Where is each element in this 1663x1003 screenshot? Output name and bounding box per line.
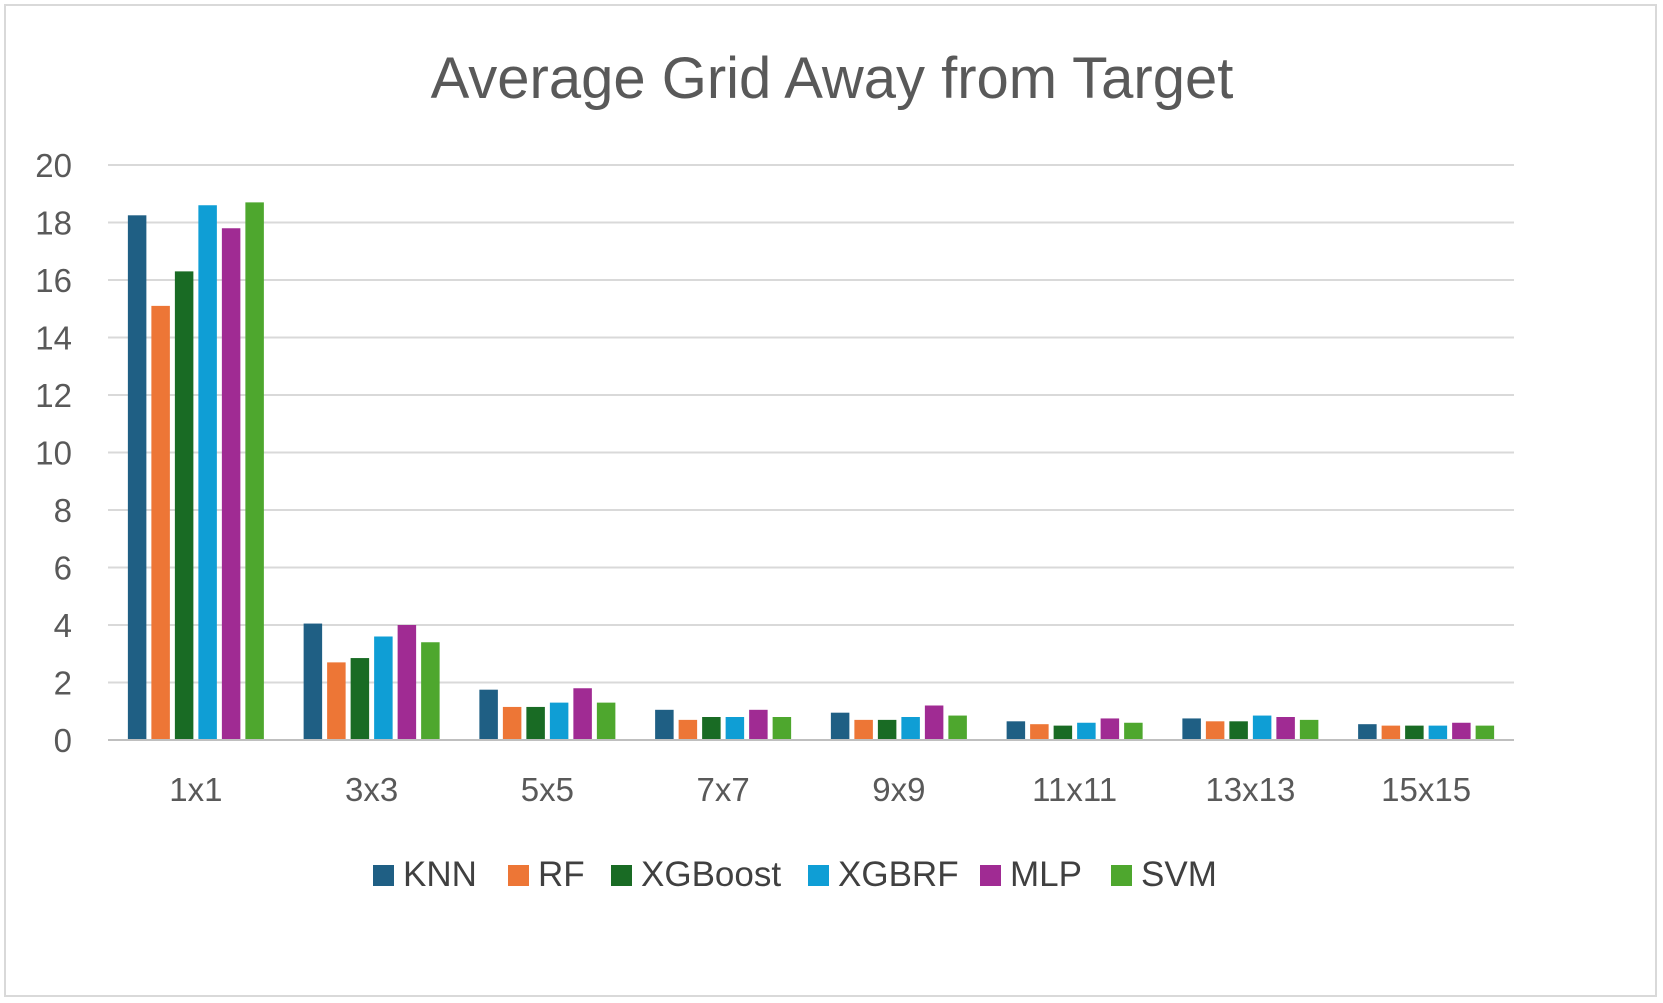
x-axis-ticks: 1x1 3x3 5x5 7x7 9x9 11x11 13x13 15x15 [169,771,1471,808]
bar-knn-15x15 [1358,724,1377,740]
gridlines [108,164,1514,684]
bar-knn-3x3 [303,623,323,740]
bars [127,202,1495,740]
bar-mlp-1x1 [221,228,241,740]
y-tick-label: 12 [35,377,72,414]
legend-label-xgbrf: XGBRF [838,855,959,894]
bar-xgboost-1x1 [174,271,194,740]
bar-xgbrf-3x3 [374,636,393,740]
bar-rf-5x5 [502,706,522,740]
bar-svm-11x11 [1124,722,1143,740]
legend-label-svm: SVM [1141,855,1217,894]
bar-mlp-13x13 [1276,717,1295,740]
y-tick-label: 0 [54,722,72,759]
legend-swatch-xgbrf [808,865,829,886]
y-axis-ticks: 0 2 4 6 8 10 12 14 16 18 20 [35,147,72,759]
x-tick-label: 1x1 [169,771,222,808]
x-tick-label: 9x9 [872,771,925,808]
legend-label-knn: KNN [403,855,477,894]
bar-rf-9x9 [854,719,873,740]
legend-swatch-svm [1111,865,1132,886]
bar-mlp-15x15 [1452,722,1471,740]
bar-knn-11x11 [1006,721,1026,740]
bar-xgbrf-13x13 [1252,715,1272,740]
y-tick-label: 6 [54,550,72,587]
bar-xgbrf-9x9 [901,717,920,740]
bar-rf-11x11 [1030,724,1049,740]
legend-swatch-xgboost [611,865,632,886]
x-tick-label: 7x7 [697,771,750,808]
bar-mlp-7x7 [749,709,768,740]
chart-title: Average Grid Away from Target [431,46,1234,111]
bar-rf-1x1 [151,305,170,740]
bar-xgboost-11x11 [1053,725,1073,740]
x-tick-label: 5x5 [521,771,574,808]
bar-rf-15x15 [1381,725,1401,740]
y-tick-label: 20 [35,147,72,184]
bar-xgboost-13x13 [1229,721,1248,740]
legend-label-rf: RF [538,855,585,894]
y-tick-label: 2 [54,665,72,702]
bar-svm-9x9 [948,715,967,740]
bar-svm-13x13 [1299,719,1319,740]
bar-xgboost-3x3 [350,658,370,740]
bar-xgbrf-5x5 [549,702,569,740]
bar-knn-7x7 [655,709,674,740]
bar-mlp-3x3 [397,625,417,740]
bar-knn-13x13 [1182,718,1201,740]
chart-frame [4,4,1657,997]
bar-knn-9x9 [830,712,850,740]
bar-mlp-11x11 [1100,718,1120,740]
bar-svm-5x5 [596,702,616,740]
y-tick-label: 4 [54,607,72,644]
bar-mlp-5x5 [573,688,592,740]
legend-swatch-rf [508,865,529,886]
bar-xgboost-7x7 [702,717,721,740]
bar-svm-15x15 [1475,725,1495,740]
y-tick-label: 18 [35,205,72,242]
bar-mlp-9x9 [924,705,944,740]
bar-xgboost-5x5 [526,706,545,740]
bar-rf-7x7 [678,719,698,740]
x-tick-label: 3x3 [345,771,398,808]
bar-rf-13x13 [1205,721,1225,740]
x-tick-label: 15x15 [1381,771,1471,808]
bar-xgbrf-1x1 [198,205,217,740]
bar-svm-1x1 [245,202,264,740]
legend-swatch-knn [373,865,394,886]
bar-xgboost-9x9 [877,719,897,740]
bar-svm-3x3 [421,642,440,740]
legend-swatch-mlp [980,865,1001,886]
y-tick-label: 14 [35,320,72,357]
legend-label-mlp: MLP [1010,855,1082,894]
bar-xgbrf-11x11 [1077,722,1096,740]
y-tick-label: 16 [35,262,72,299]
y-tick-label: 10 [35,435,72,472]
bar-xgbrf-7x7 [725,717,745,740]
bar-knn-5x5 [479,689,498,740]
bar-rf-3x3 [327,662,346,740]
y-tick-label: 8 [54,492,72,529]
bar-svm-7x7 [772,717,792,740]
x-tick-label: 11x11 [1032,771,1117,808]
legend: KNN RF XGBoost XGBRF MLP SVM [373,855,1217,894]
bar-xgboost-15x15 [1405,725,1424,740]
x-tick-label: 13x13 [1205,771,1295,808]
bar-knn-1x1 [127,215,147,740]
legend-label-xgboost: XGBoost [641,855,781,894]
bar-xgbrf-15x15 [1428,725,1448,740]
